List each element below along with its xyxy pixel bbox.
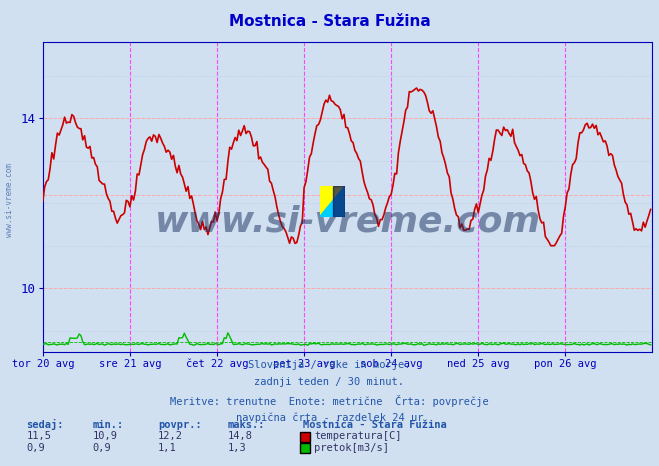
- Text: www.si-vreme.com: www.si-vreme.com: [155, 205, 540, 239]
- Text: 11,5: 11,5: [26, 432, 51, 441]
- Text: maks.:: maks.:: [227, 420, 265, 430]
- Text: zadnji teden / 30 minut.: zadnji teden / 30 minut.: [254, 377, 405, 387]
- Text: navpična črta - razdelek 24 ur: navpična črta - razdelek 24 ur: [236, 413, 423, 424]
- Polygon shape: [320, 186, 345, 217]
- Polygon shape: [320, 186, 345, 217]
- Text: Mostnica - Stara Fužina: Mostnica - Stara Fužina: [303, 420, 447, 430]
- Text: min.:: min.:: [92, 420, 123, 430]
- Text: Mostnica - Stara Fužina: Mostnica - Stara Fužina: [229, 14, 430, 29]
- Text: temperatura[C]: temperatura[C]: [314, 432, 402, 441]
- Text: Slovenija / reke in morje.: Slovenija / reke in morje.: [248, 360, 411, 370]
- Text: 14,8: 14,8: [227, 432, 252, 441]
- Text: povpr.:: povpr.:: [158, 420, 202, 430]
- Text: pretok[m3/s]: pretok[m3/s]: [314, 443, 389, 453]
- Text: 1,1: 1,1: [158, 443, 177, 453]
- Text: 0,9: 0,9: [92, 443, 111, 453]
- Text: 1,3: 1,3: [227, 443, 246, 453]
- Text: sedaj:: sedaj:: [26, 419, 64, 430]
- Text: 12,2: 12,2: [158, 432, 183, 441]
- Text: 0,9: 0,9: [26, 443, 45, 453]
- Text: 10,9: 10,9: [92, 432, 117, 441]
- Text: Meritve: trenutne  Enote: metrične  Črta: povprečje: Meritve: trenutne Enote: metrične Črta: …: [170, 395, 489, 407]
- Text: www.si-vreme.com: www.si-vreme.com: [5, 164, 14, 237]
- Polygon shape: [333, 186, 345, 217]
